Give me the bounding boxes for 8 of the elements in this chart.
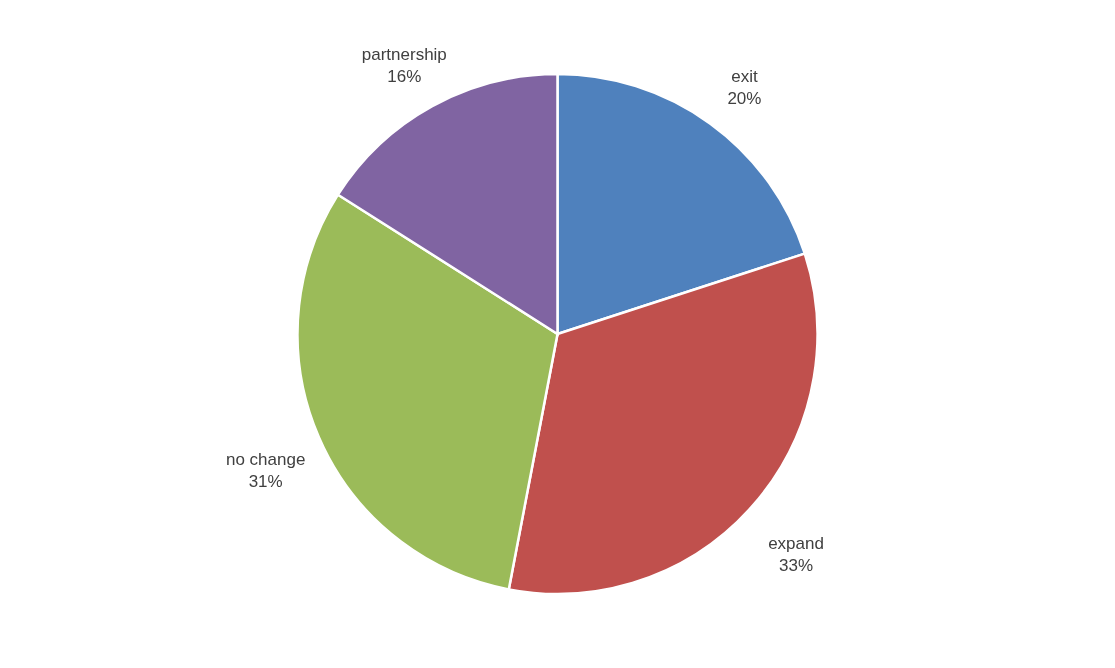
slice-label: no change bbox=[225, 450, 306, 470]
data-label: 20% bbox=[727, 88, 762, 108]
slice-label: expand bbox=[768, 534, 824, 554]
slice-label: partnership bbox=[361, 45, 447, 65]
data-label: 16% bbox=[387, 67, 422, 87]
data-label: 31% bbox=[248, 472, 283, 492]
data-label: 33% bbox=[779, 556, 814, 576]
slice-label: exit bbox=[731, 66, 758, 86]
